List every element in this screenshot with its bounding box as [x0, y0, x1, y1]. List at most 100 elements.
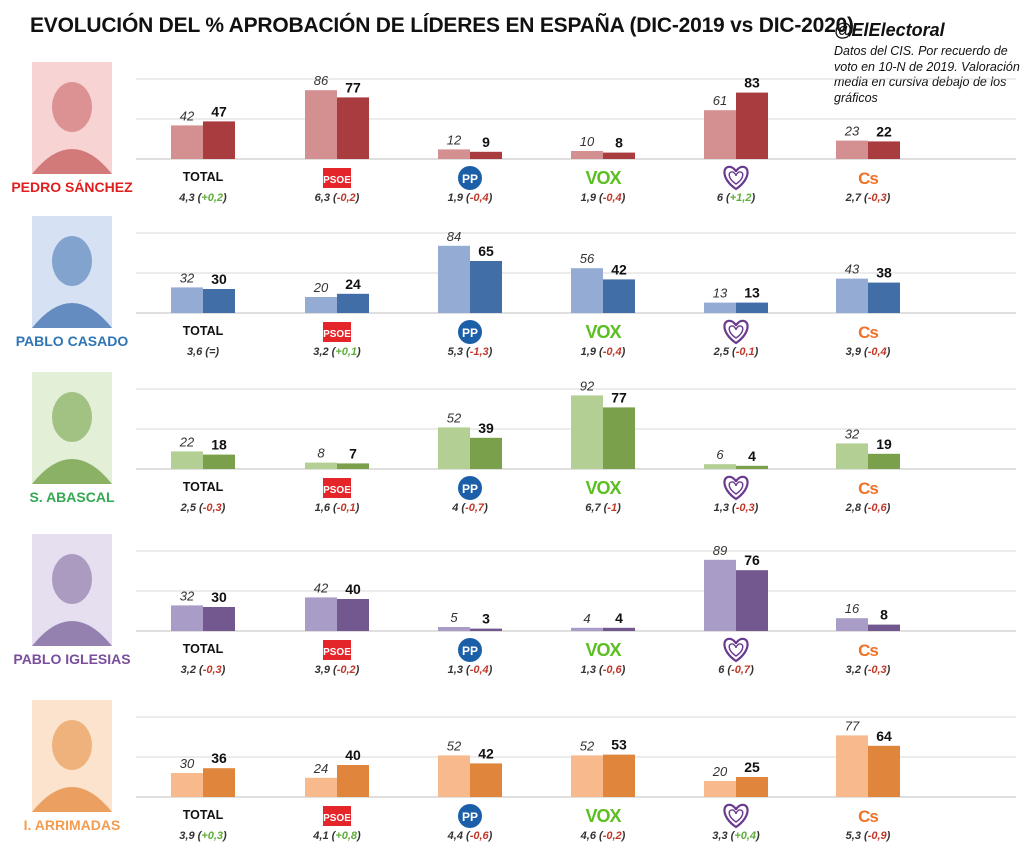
bar-2019: [571, 627, 603, 631]
data-label-2020: 76: [744, 552, 760, 568]
data-label-2019: 52: [580, 738, 595, 753]
data-label-2019: 13: [713, 286, 728, 301]
rating-value: 3,2 (: [181, 664, 204, 676]
leader-name: S. ABASCAL: [29, 489, 114, 505]
podemos-heart-icon: [723, 475, 749, 501]
rating-close: ): [886, 346, 891, 358]
data-label-2019: 32: [180, 588, 195, 603]
data-label-2019: 32: [845, 426, 860, 441]
portrait-shoulders: [32, 149, 112, 174]
data-label-2020: 65: [478, 243, 494, 259]
rating-label: 3,9 (+0,3): [179, 830, 227, 842]
bar-2020: [337, 599, 369, 631]
rating-close: ): [355, 664, 360, 676]
data-label-2020: 77: [611, 389, 627, 405]
rating-value: 6,7 (: [585, 502, 608, 514]
rating-value: 1,3 (: [581, 664, 604, 676]
rating-delta: -1: [607, 502, 617, 514]
podemos-heart-inner-icon: [728, 325, 744, 339]
rating-value: 4,4 (: [447, 830, 471, 842]
source-note: Datos del CIS. Por recuerdo de voto en 1…: [834, 44, 1020, 105]
data-label-2020: 19: [876, 436, 892, 452]
rating-value: 3,9 (: [179, 830, 202, 842]
bar-2020: [736, 92, 768, 159]
bar-2020: [203, 454, 235, 469]
podemos-heart-inner-icon: [728, 643, 744, 657]
data-label-2019: 6: [716, 447, 724, 462]
cs-logo: Cs: [858, 641, 878, 660]
rating-delta: -0,3: [203, 664, 222, 676]
portrait-head: [52, 720, 92, 770]
data-label-2019: 20: [313, 280, 329, 295]
data-label-2019: 10: [580, 134, 595, 149]
bar-2019: [836, 278, 868, 313]
rating-label: 3,2 (+0,1): [313, 346, 361, 358]
rating-label: 4,4 (-0,6): [447, 830, 493, 842]
rating-delta: +0,2: [201, 192, 223, 204]
bar-2019: [305, 777, 337, 797]
rating-close: ): [488, 346, 493, 358]
data-label-2020: 42: [478, 745, 494, 761]
psoe-logo: [323, 640, 351, 660]
vox-logo: VOX: [585, 322, 621, 342]
rating-delta: -0,7: [465, 502, 485, 514]
bar-2020: [470, 628, 502, 631]
data-label-2020: 3: [482, 611, 490, 627]
bar-2020: [470, 261, 502, 313]
rating-delta: =: [209, 346, 216, 358]
bar-2020: [337, 765, 369, 797]
total-label: TOTAL: [183, 480, 224, 494]
rating-label: 1,3 (-0,3): [714, 502, 759, 514]
rating-delta: -0,9: [868, 830, 888, 842]
bar-2019: [571, 268, 603, 313]
bar-2019: [438, 427, 470, 469]
data-label-2020: 13: [744, 285, 760, 301]
rating-value: 3,3 (: [712, 830, 735, 842]
rating-close: ): [621, 346, 626, 358]
vox-logo: VOX: [585, 640, 621, 660]
rating-delta: -0,4: [470, 192, 489, 204]
bar-2019: [438, 149, 470, 159]
rating-close: ): [754, 346, 759, 358]
rating-delta: +1,2: [730, 192, 752, 204]
bar-2019: [571, 395, 603, 469]
data-label-2020: 36: [211, 750, 227, 766]
data-label-2020: 24: [345, 276, 361, 292]
psoe-logo: [323, 322, 351, 342]
rating-close: ): [755, 830, 760, 842]
pp-logo-text: PP: [462, 172, 478, 186]
rating-value: 2,5 (: [180, 502, 204, 514]
bar-2020: [736, 570, 768, 631]
data-label-2020: 40: [345, 747, 361, 763]
bar-2020: [203, 607, 235, 631]
rating-label: 3,2 (-0,3): [181, 664, 226, 676]
bar-2020: [337, 97, 369, 159]
bar-2019: [171, 773, 203, 797]
rating-label: 3,9 (-0,4): [846, 346, 891, 358]
rating-close: ): [621, 664, 626, 676]
rating-close: ): [886, 192, 891, 204]
data-label-2019: 42: [314, 580, 329, 595]
portrait-shoulders: [32, 787, 112, 812]
rating-value: 2,7 (: [845, 192, 869, 204]
podemos-heart-icon: [723, 803, 749, 829]
data-label-2019: 56: [580, 251, 595, 266]
data-label-2019: 42: [180, 108, 195, 123]
pp-logo: [458, 804, 482, 828]
rating-value: 4,1 (: [312, 830, 336, 842]
rating-label: 1,3 (-0,4): [448, 664, 493, 676]
bar-2019: [438, 755, 470, 797]
bar-2020: [603, 627, 635, 631]
rating-close: ): [222, 192, 227, 204]
bar-2019: [171, 605, 203, 631]
bar-2020: [603, 754, 635, 797]
bar-2019: [836, 618, 868, 631]
data-label-2019: 5: [450, 610, 458, 625]
portrait-shoulders: [32, 303, 112, 328]
bar-2019: [704, 559, 736, 631]
rating-value: 1,3 (: [448, 664, 471, 676]
pp-logo-text: PP: [462, 482, 478, 496]
rating-label: 3,6 (=): [187, 346, 219, 358]
data-label-2020: 42: [611, 261, 627, 277]
data-label-2019: 4: [583, 611, 590, 626]
